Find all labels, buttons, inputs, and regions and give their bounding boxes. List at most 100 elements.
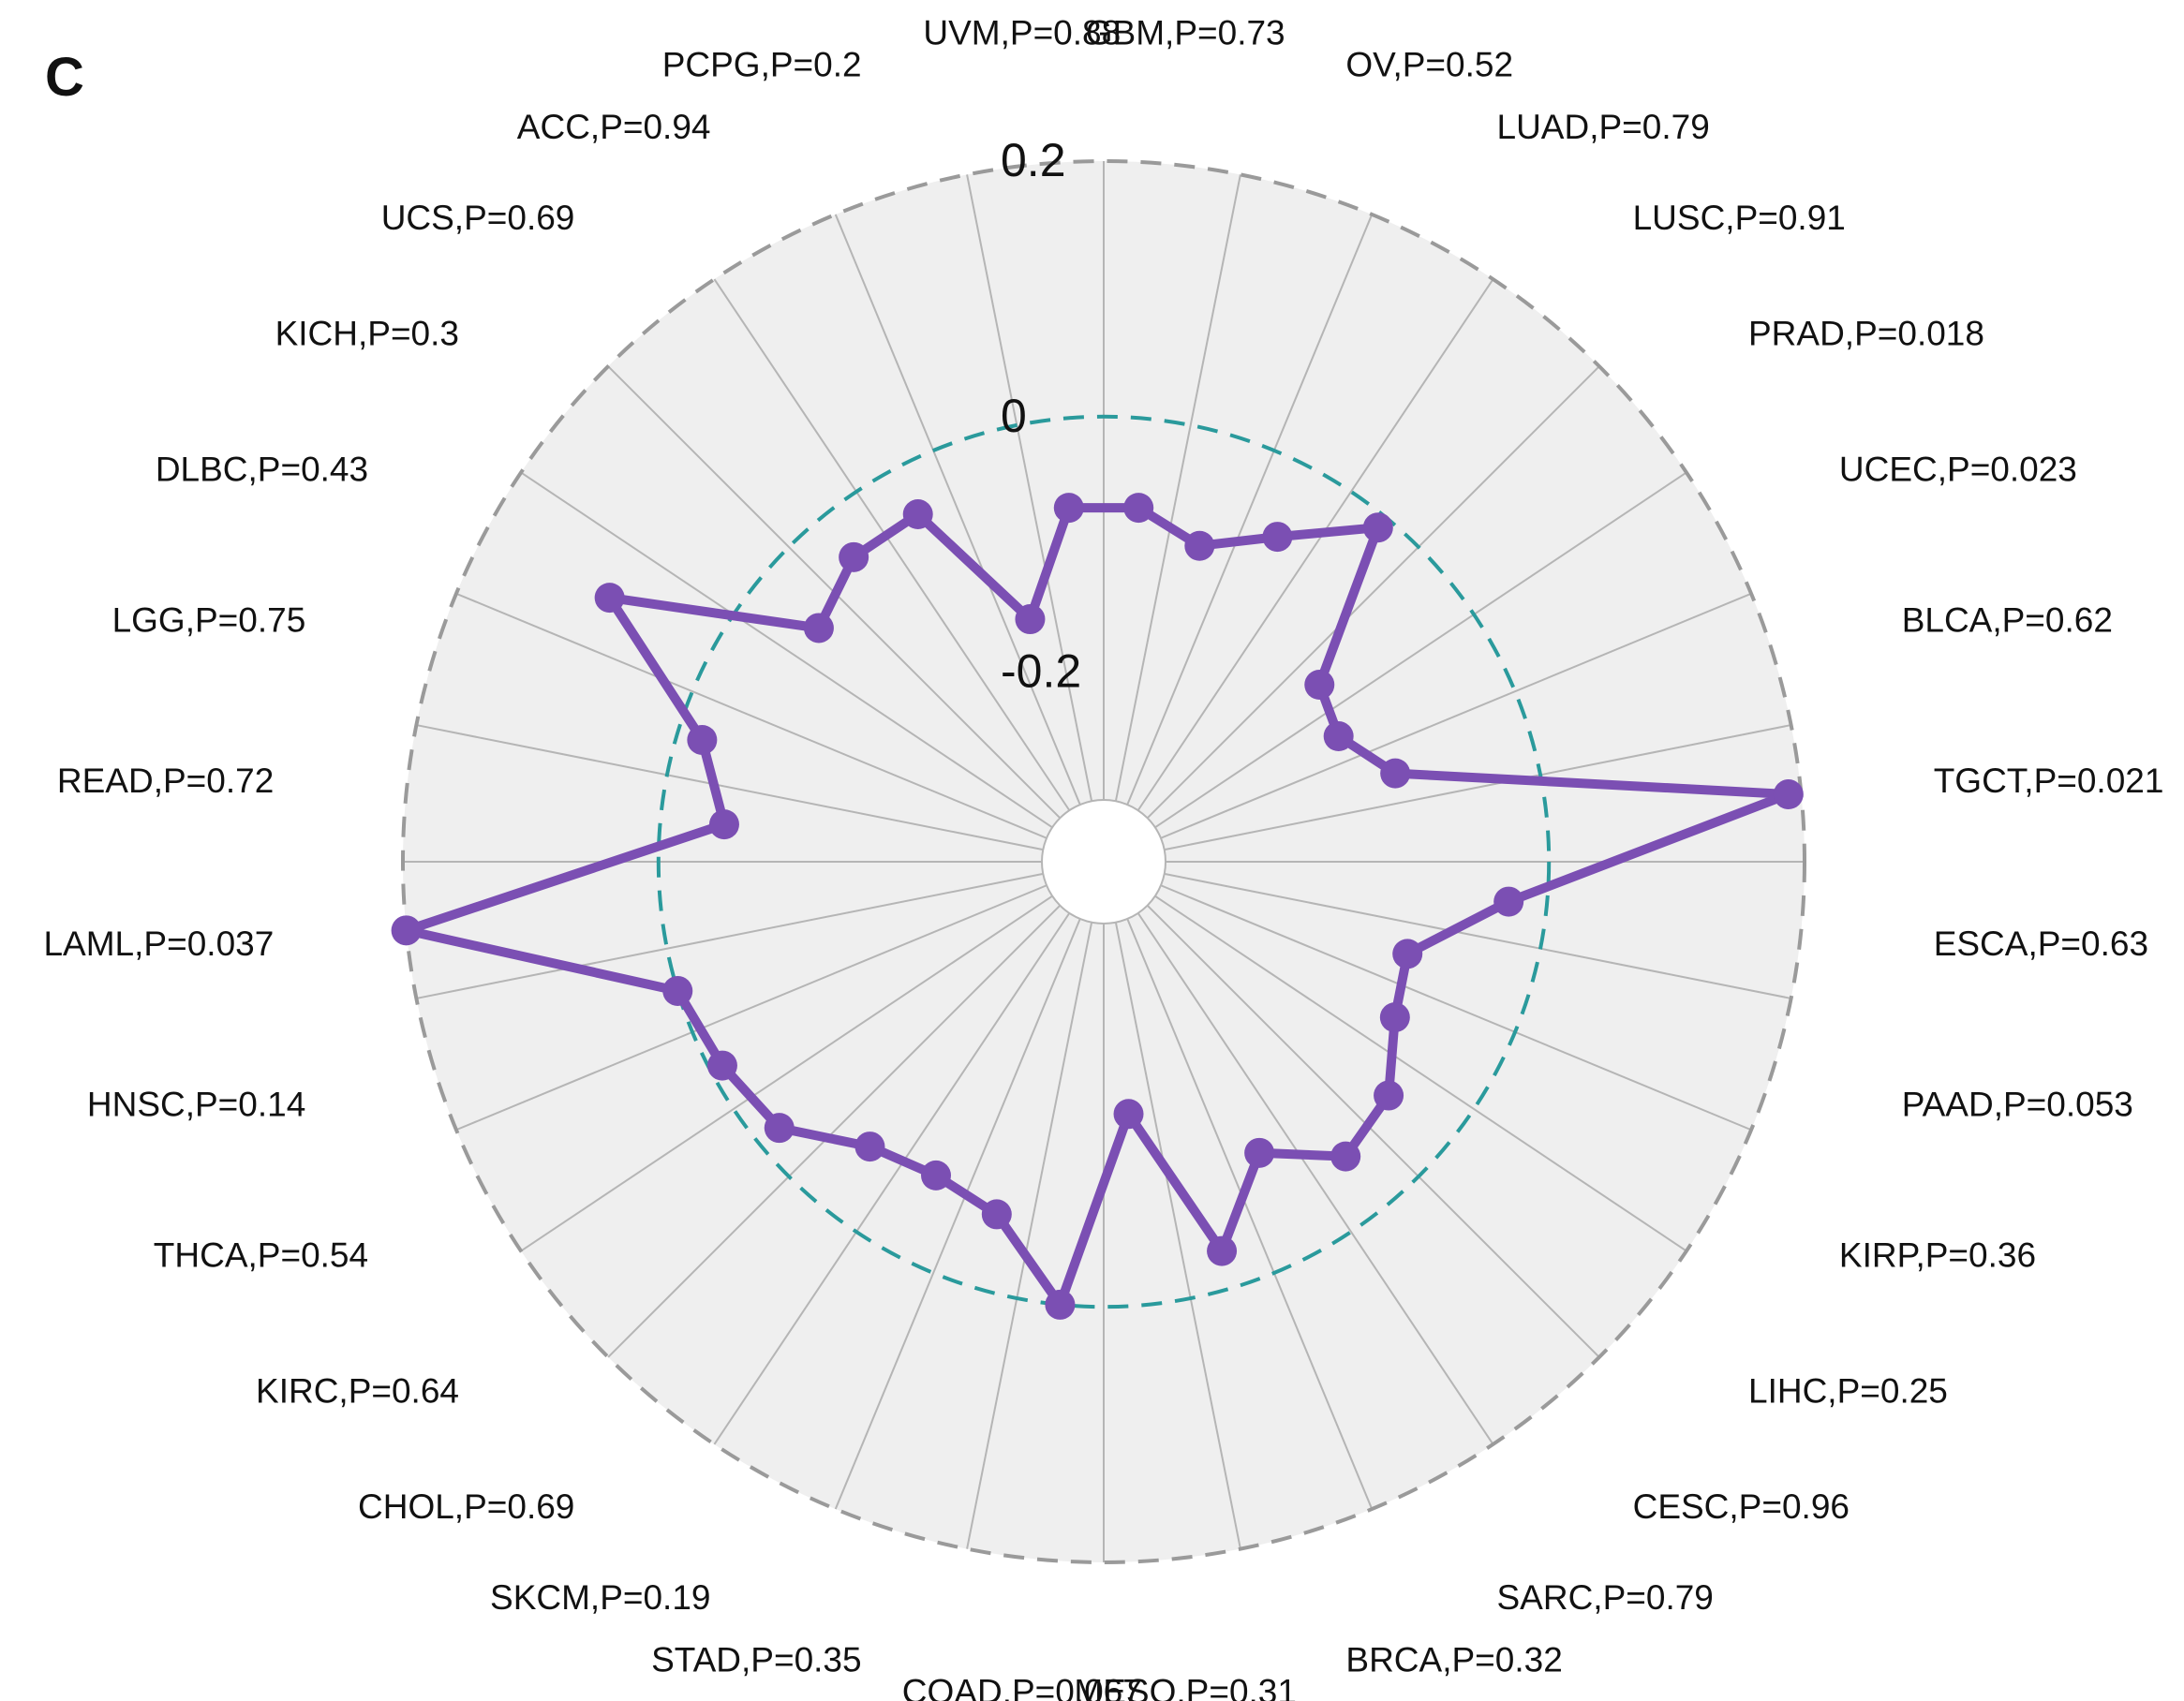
data-point [839,541,869,572]
outer-ring [401,159,1806,1564]
category-label: LAML,P=0.037 [43,924,274,963]
series-points [391,493,1804,1320]
data-point [1015,604,1046,635]
data-point [1113,1099,1144,1130]
data-point [1380,758,1411,789]
data-point [1374,1080,1404,1111]
spoke-line [520,895,1053,1252]
category-label: CHOL,P=0.69 [358,1487,574,1526]
data-point [687,724,718,755]
spoke-line [1146,904,1600,1358]
spoke-line [1154,895,1687,1252]
data-point [1045,1289,1076,1320]
category-label: SARC,P=0.79 [1497,1578,1714,1617]
spoke-line [416,724,1044,851]
panel-letter: C [45,47,84,108]
category-label: LUSC,P=0.91 [1633,199,1846,237]
category-label: BRCA,P=0.32 [1345,1641,1562,1679]
spoke-line [455,592,1047,839]
data-point [902,499,933,530]
data-point [1493,886,1524,917]
data-point [1330,1141,1361,1172]
data-point [1304,670,1335,701]
category-label: PAAD,P=0.053 [1902,1085,2133,1123]
category-label: ACC,P=0.94 [517,108,711,146]
spoke-line [520,471,1053,829]
category-label: KIRC,P=0.64 [256,1372,459,1411]
radial-tick-label: -0.2 [1001,645,1081,698]
spoke-line [1114,922,1241,1549]
data-point [1392,939,1423,969]
category-label: LGG,P=0.75 [112,601,306,640]
data-point [1184,530,1215,561]
category-label: COAD,P=0.067 [902,1673,1142,1701]
data-point [921,1160,952,1191]
spoke-line [1137,912,1494,1445]
spoke-grid [403,161,1805,1562]
spoke-line [455,884,1047,1132]
spoke-line [1164,872,1791,999]
spoke-line [1160,884,1752,1132]
spoke-line [966,922,1093,1549]
category-label: OV,P=0.52 [1345,45,1513,83]
inner-hole [1041,799,1166,924]
data-point [854,1132,885,1162]
spoke-line [1154,471,1687,829]
spoke-line [1146,365,1600,820]
category-label: ESCA,P=0.63 [1934,924,2148,963]
data-point [803,613,834,643]
category-label: THCA,P=0.54 [154,1236,368,1275]
spoke-line [1160,592,1752,839]
category-label: STAD,P=0.35 [651,1641,862,1679]
spoke-line [834,918,1081,1510]
spoke-line [713,912,1071,1445]
spoke-line [1126,214,1374,806]
data-point [1773,779,1804,810]
data-point [1123,493,1154,524]
radial-tick-labels: 0.2 0 -0.2 [1001,134,1081,698]
category-label: UCS,P=0.69 [381,199,575,237]
data-point [981,1199,1012,1230]
spoke-line [834,214,1081,806]
data-point [706,1050,737,1081]
category-label: UVM,P=0.88 [923,13,1121,52]
spoke-line [1137,278,1494,811]
category-label: KIRP,P=0.36 [1839,1236,2036,1275]
category-label: SKCM,P=0.19 [490,1578,710,1617]
category-label: PRAD,P=0.018 [1748,314,1984,352]
category-labels: GBM,P=0.73 OV,P=0.52 LUAD,P=0.79 LUSC,P=0.9… [43,13,2163,1701]
data-point [662,975,693,1006]
category-label: READ,P=0.72 [57,762,274,800]
data-point [594,583,625,614]
data-point [1323,721,1354,752]
spoke-line [1164,724,1791,851]
data-point [764,1113,795,1144]
category-label: LUAD,P=0.79 [1497,108,1710,146]
zero-ring [656,414,1552,1309]
category-label: PCPG,P=0.2 [662,45,862,83]
data-point [1362,512,1393,543]
category-label: BLCA,P=0.62 [1902,601,2113,640]
category-label: GBM,P=0.73 [1086,13,1285,52]
category-label: TGCT,P=0.021 [1934,762,2164,800]
data-point [708,809,739,840]
data-point [1379,1002,1410,1033]
data-point [1262,522,1293,553]
spoke-line [713,278,1071,811]
data-point [1244,1137,1275,1168]
category-label: HNSC,P=0.14 [87,1085,305,1123]
category-label: UCEC,P=0.023 [1839,451,2077,489]
data-point [1207,1235,1238,1266]
category-label: DLBC,P=0.43 [156,451,368,489]
category-label: MESO,P=0.31 [1074,1673,1297,1701]
category-label: KICH,P=0.3 [275,314,459,352]
category-label: CESC,P=0.96 [1633,1487,1850,1526]
radial-tick-label: 0 [1001,390,1027,442]
spoke-line [607,904,1062,1358]
spoke-line [416,872,1044,999]
spoke-line [1114,174,1241,802]
data-point [391,915,422,946]
spoke-line [1126,918,1374,1510]
radial-tick-label: 0.2 [1001,134,1066,186]
